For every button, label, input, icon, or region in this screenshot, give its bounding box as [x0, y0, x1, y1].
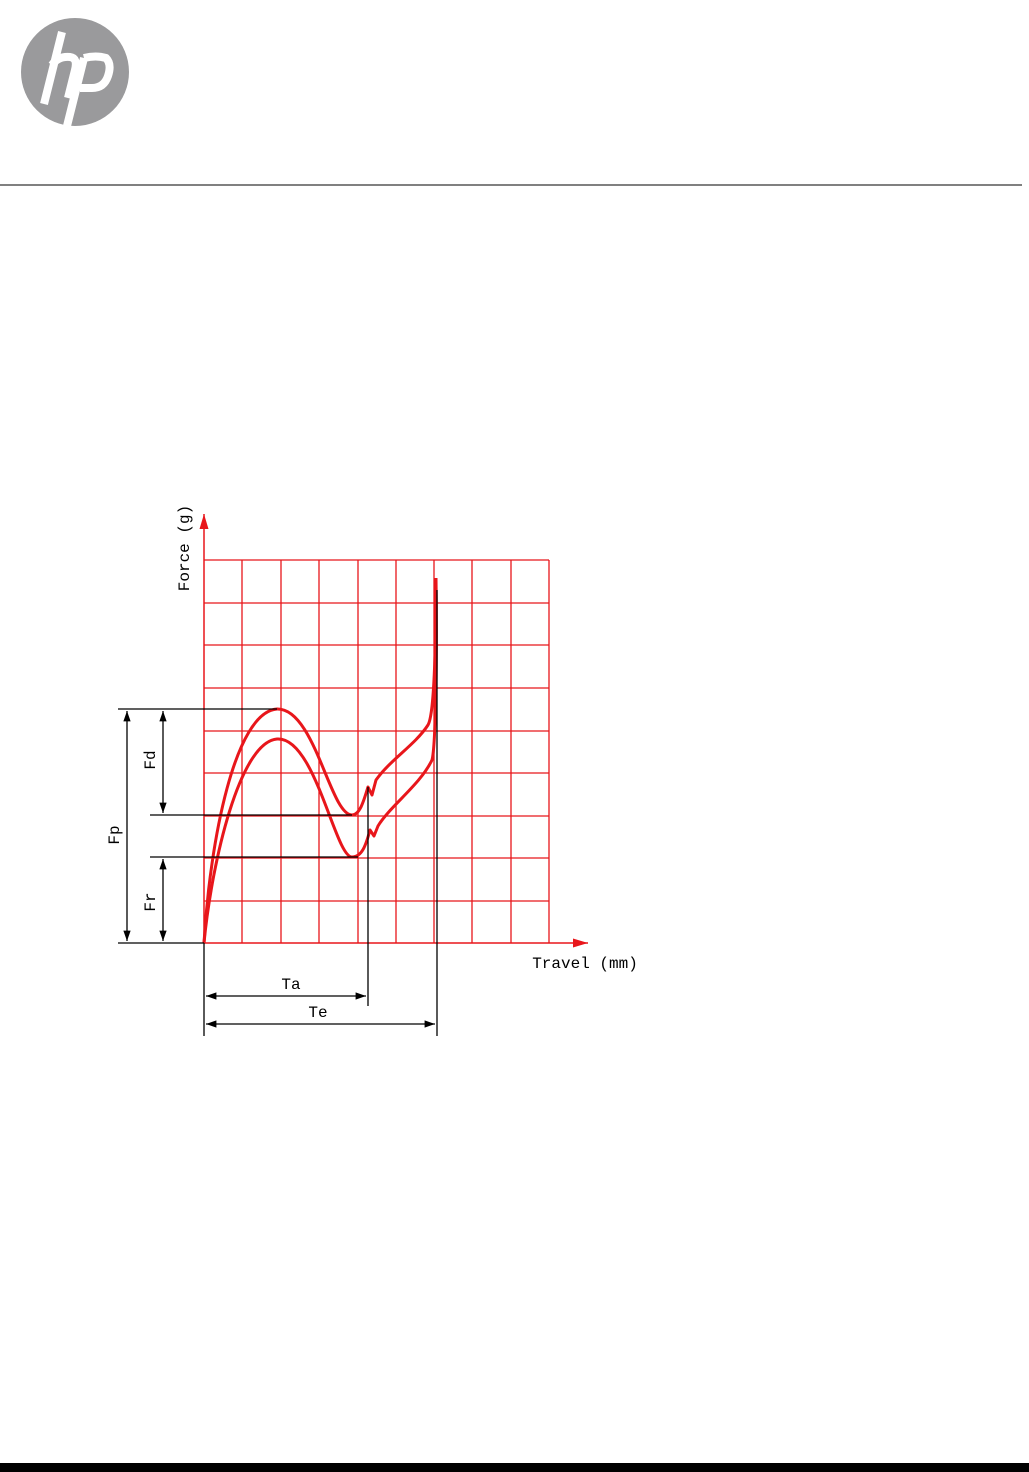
y-axis-label: Force (g)	[176, 505, 194, 591]
footer-bar	[0, 1463, 1029, 1472]
fr-label: Fr	[142, 892, 160, 911]
x-axis-label: Travel (mm)	[532, 955, 638, 973]
dimensions	[118, 590, 438, 1036]
fd-label: Fd	[142, 750, 160, 769]
ta-label: Ta	[281, 976, 301, 994]
grid	[204, 559, 550, 943]
te-label: Te	[308, 1004, 327, 1022]
hp-logo	[21, 18, 129, 131]
release-curve	[202, 577, 438, 944]
fp-label: Fp	[106, 825, 124, 844]
press-curve	[202, 577, 438, 944]
